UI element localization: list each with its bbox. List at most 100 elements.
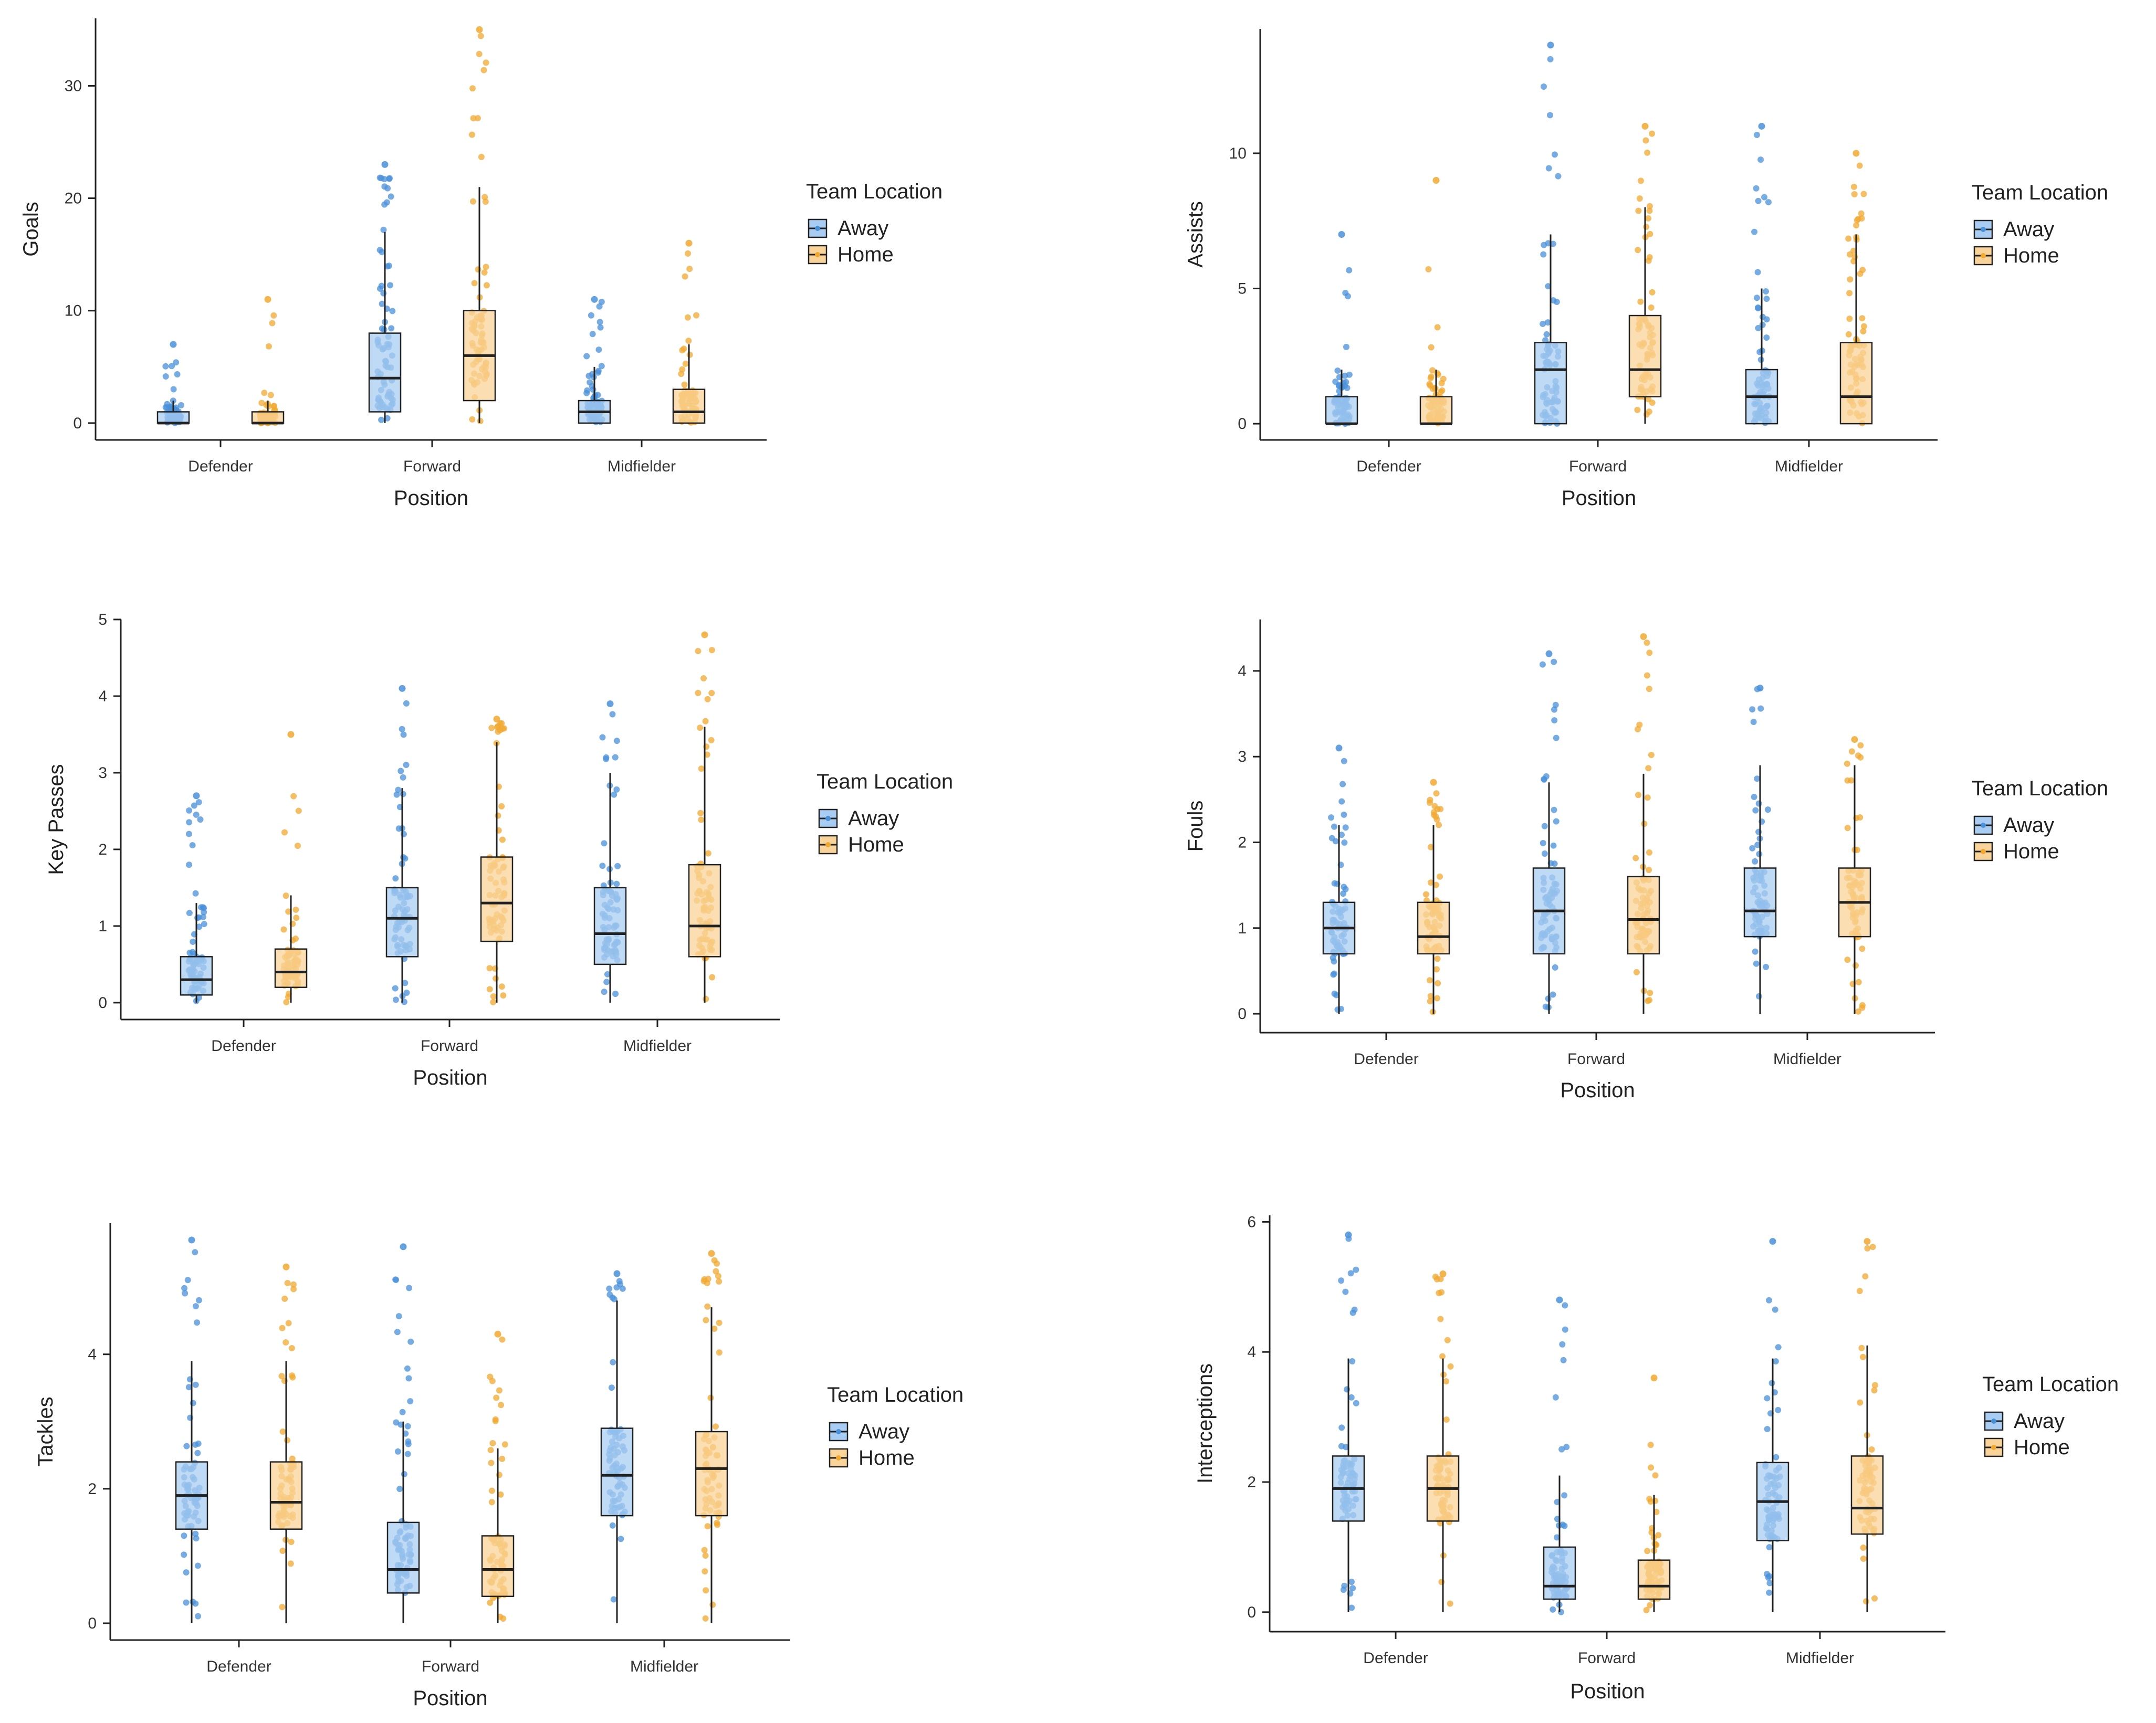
box-iqr xyxy=(274,948,308,988)
box-home-defender xyxy=(269,1263,303,1623)
outlier-point xyxy=(1864,1238,1871,1245)
data-point xyxy=(1427,382,1433,389)
data-point xyxy=(1540,320,1546,327)
data-point xyxy=(1553,1534,1560,1541)
outlier-point xyxy=(1345,1231,1352,1238)
data-point xyxy=(603,979,610,985)
box-away-defender xyxy=(1322,744,1356,1014)
data-point xyxy=(181,1532,187,1539)
data-point xyxy=(1646,207,1653,214)
box-away-defender xyxy=(156,341,190,426)
data-point xyxy=(487,1447,494,1454)
data-point xyxy=(1436,822,1442,828)
data-point xyxy=(489,1440,496,1447)
data-point xyxy=(1635,726,1641,733)
data-point xyxy=(183,1443,190,1449)
data-point xyxy=(1341,839,1348,846)
data-point xyxy=(498,983,505,990)
data-point xyxy=(489,1378,496,1384)
data-point xyxy=(1434,370,1441,376)
data-point xyxy=(1637,298,1644,305)
data-point xyxy=(1550,297,1557,304)
data-point xyxy=(281,1295,288,1302)
data-point xyxy=(681,345,687,352)
data-point xyxy=(1764,806,1771,813)
data-point xyxy=(294,843,301,849)
x-tick-label: Midfielder xyxy=(1775,458,1843,475)
data-point xyxy=(1646,997,1653,1004)
x-tick-label: Forward xyxy=(422,1658,479,1675)
data-point xyxy=(1342,382,1348,389)
data-point xyxy=(498,1402,505,1409)
data-point xyxy=(488,724,495,731)
data-point xyxy=(1856,1288,1863,1295)
x-tick-label: Defender xyxy=(1356,458,1421,475)
outlier-point xyxy=(1335,744,1343,752)
data-point xyxy=(265,343,272,350)
outlier-point xyxy=(282,1263,290,1270)
data-point xyxy=(1427,375,1434,382)
data-point xyxy=(1644,794,1651,801)
y-tick-label: 2 xyxy=(1247,1474,1256,1491)
data-point xyxy=(1648,1464,1655,1471)
box-home-forward xyxy=(1637,1374,1671,1613)
data-point xyxy=(192,1530,199,1537)
data-point xyxy=(499,1336,506,1343)
data-point xyxy=(702,1552,709,1559)
data-point xyxy=(477,418,484,425)
data-point xyxy=(194,1449,201,1456)
data-point xyxy=(174,371,181,377)
box-iqr xyxy=(1839,342,1873,425)
data-point xyxy=(280,926,287,933)
data-point xyxy=(1349,1358,1356,1364)
data-point xyxy=(1647,990,1653,996)
data-point xyxy=(1860,1555,1867,1562)
x-tick-label: Forward xyxy=(1567,1050,1625,1068)
data-point xyxy=(1752,858,1759,865)
outlier-point xyxy=(1556,1296,1563,1304)
data-point xyxy=(192,1381,199,1388)
data-point xyxy=(192,1249,198,1256)
data-point xyxy=(469,198,476,205)
data-point xyxy=(393,791,400,798)
x-tick-label: Forward xyxy=(403,458,461,475)
box-iqr xyxy=(600,1427,634,1517)
box-home-midfielder xyxy=(1850,1238,1884,1612)
data-point xyxy=(480,67,487,73)
outlier-point xyxy=(381,161,389,168)
y-tick-label: 4 xyxy=(1247,1343,1256,1361)
legend-swatch-point xyxy=(815,252,820,257)
data-point xyxy=(693,312,700,319)
legend-label-home: Home xyxy=(848,833,904,856)
data-point xyxy=(613,738,620,744)
data-point xyxy=(1649,400,1656,406)
data-point xyxy=(481,269,488,276)
data-point xyxy=(499,1455,506,1462)
data-point xyxy=(483,264,489,270)
data-point xyxy=(1346,267,1353,274)
data-point xyxy=(279,1428,286,1435)
data-point xyxy=(183,1569,190,1576)
y-tick-label: 0 xyxy=(98,994,107,1012)
data-point xyxy=(1341,1582,1348,1589)
data-point xyxy=(289,1455,296,1462)
data-point xyxy=(1334,367,1341,374)
data-point xyxy=(595,369,602,376)
data-point xyxy=(1555,173,1562,180)
data-point xyxy=(1437,1276,1444,1283)
data-point xyxy=(613,1284,620,1291)
y-tick-label: 2 xyxy=(98,841,107,858)
outlier-point xyxy=(193,792,200,800)
data-point xyxy=(1635,792,1642,799)
data-point xyxy=(1859,1353,1866,1360)
data-point xyxy=(713,1268,719,1275)
y-tick-label: 4 xyxy=(1238,663,1247,680)
data-point xyxy=(1347,1270,1354,1277)
data-point xyxy=(1343,343,1349,350)
data-point xyxy=(1351,1306,1358,1313)
data-point xyxy=(376,174,383,181)
box-home-forward xyxy=(1627,633,1660,1014)
box-away-forward xyxy=(1543,1296,1576,1615)
outlier-point xyxy=(1769,1238,1776,1245)
